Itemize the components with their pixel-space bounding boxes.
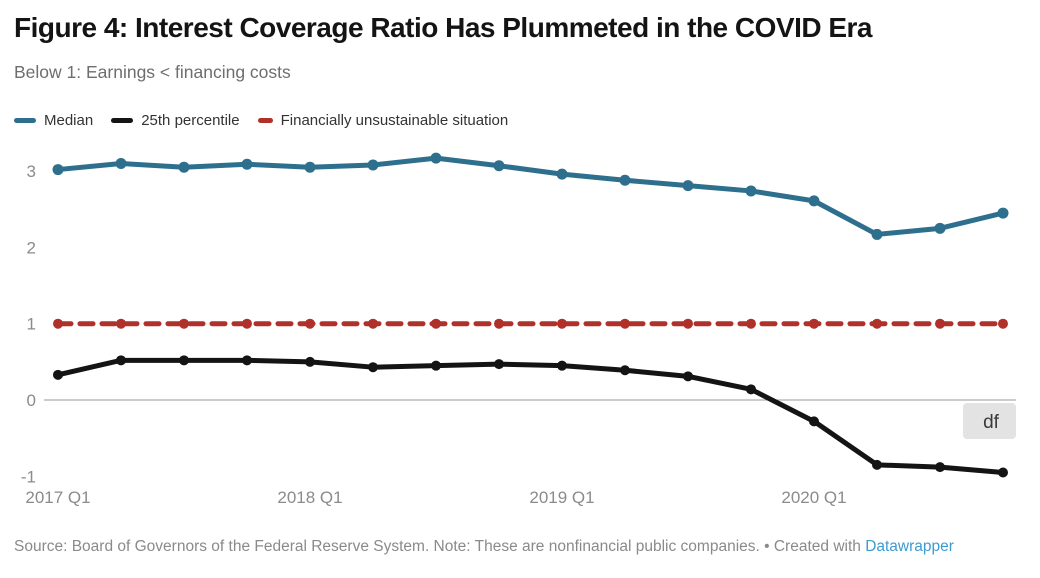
threshold-line-swatch — [257, 118, 273, 123]
percentile-line-point — [998, 467, 1008, 478]
x-axis-tick-label: 2017 Q1 — [25, 488, 90, 507]
percentile-line-point — [368, 362, 378, 373]
page-subtitle: Below 1: Earnings < financing costs — [14, 62, 291, 82]
median-line-point — [934, 222, 946, 234]
x-axis-tick-label: 2019 Q1 — [529, 488, 594, 507]
median-line-point — [52, 164, 64, 176]
median-line-point — [997, 207, 1009, 219]
legend-item-25th-percentile: 25th percentile — [111, 112, 240, 129]
percentile-line-point — [809, 416, 819, 427]
threshold-line-point — [368, 318, 378, 329]
percentile-line-point — [557, 360, 567, 371]
threshold-line-point — [494, 318, 504, 329]
median-line-point — [682, 180, 694, 192]
datawrapper-link[interactable]: Datawrapper — [865, 538, 954, 555]
threshold-line-point — [935, 318, 945, 329]
threshold-line-point — [809, 318, 819, 329]
percentile-line — [55, 357, 1006, 475]
threshold-line-point — [620, 318, 630, 329]
median-line-point — [619, 174, 631, 186]
legend-item-unsustainable: Financially unsustainable situation — [257, 112, 509, 129]
threshold-line-point — [431, 318, 441, 329]
df-annotation-box — [963, 403, 1016, 439]
median-line-point — [115, 157, 127, 169]
threshold-line-point — [998, 318, 1008, 329]
percentile-line-point — [620, 365, 630, 376]
source-text: Source: Board of Governors of the Federa… — [14, 538, 866, 555]
y-axis-tick-label: 2 — [27, 238, 36, 257]
median-line-swatch — [14, 118, 36, 123]
x-axis-tick-label: 2020 Q1 — [781, 488, 846, 507]
threshold-line-point — [872, 318, 882, 329]
median-line-point — [745, 185, 757, 197]
percentile-line-point — [179, 355, 189, 366]
threshold-line-point — [116, 318, 126, 329]
percentile-line-point — [305, 356, 315, 367]
median-line-point — [178, 161, 190, 173]
legend-label: 25th percentile — [141, 112, 240, 129]
median-line-point — [871, 228, 883, 240]
threshold-line-point — [53, 318, 63, 329]
percentile-line-point — [431, 360, 441, 371]
line-chart: 3 2 1 0 -1 df 2017 Q1 2018 Q1 2019 Q1 2020 Q1 — [21, 152, 1016, 507]
legend-label: Median — [44, 112, 94, 129]
df-annotation-label: df — [983, 412, 1000, 433]
threshold-line-point — [242, 318, 252, 329]
median-line-point — [241, 158, 253, 170]
percentile-line-point — [494, 359, 504, 370]
median-line-point — [367, 159, 379, 171]
median-line — [55, 155, 1006, 237]
legend-label: Financially unsustainable situation — [280, 112, 509, 129]
x-axis-tick-label: 2018 Q1 — [277, 488, 342, 507]
y-axis-tick-label: 1 — [27, 315, 36, 334]
threshold-line-point — [305, 318, 315, 329]
legend-item-median: Median — [14, 112, 93, 129]
threshold-line-point — [557, 318, 567, 329]
percentile-line-point — [872, 459, 882, 470]
percentile-line-point — [746, 384, 756, 395]
percentile-line-point — [53, 369, 63, 380]
threshold-line-point — [179, 318, 189, 329]
y-axis-tick-label: 0 — [27, 391, 36, 410]
percentile-line-point — [116, 355, 126, 366]
page-title: Figure 4: Interest Coverage Ratio Has Pl… — [14, 12, 873, 43]
median-line-point — [493, 160, 505, 172]
median-line-point — [556, 168, 568, 180]
y-axis-tick-label: -1 — [21, 467, 36, 486]
median-line-point — [304, 161, 316, 173]
percentile-line-point — [242, 355, 252, 366]
percentile-line-swatch — [111, 118, 134, 123]
y-axis-tick-label: 3 — [27, 162, 36, 181]
threshold-line-point — [746, 318, 756, 329]
median-line-point — [808, 195, 820, 207]
threshold-line-point — [683, 318, 693, 329]
percentile-line-point — [683, 371, 693, 382]
median-line-point — [430, 152, 442, 164]
percentile-line-point — [935, 462, 945, 473]
chart-legend: Median 25th percentile Financially unsus… — [14, 112, 508, 129]
source-note: Source: Board of Governors of the Federa… — [14, 538, 954, 556]
